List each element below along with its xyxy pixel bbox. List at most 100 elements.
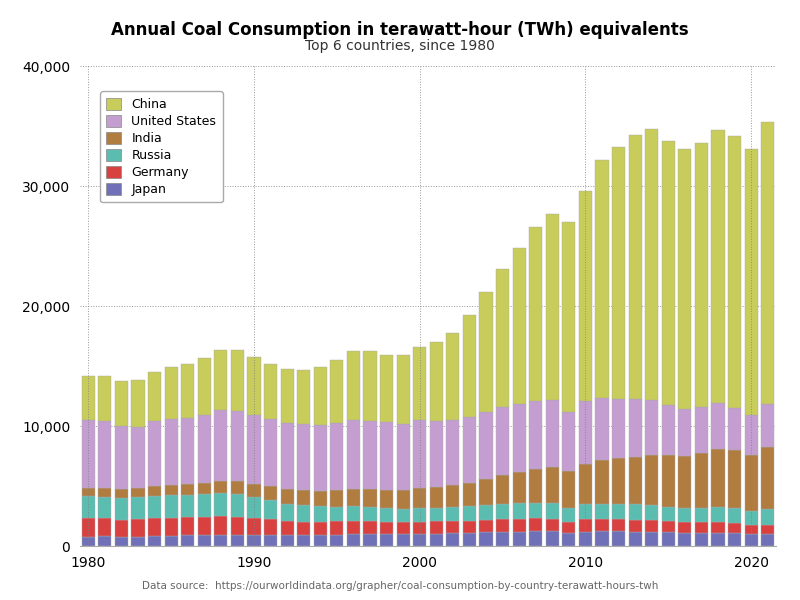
Bar [462,482,476,506]
Bar [397,509,410,522]
Bar [413,347,426,420]
Bar [230,350,244,411]
Bar [430,487,443,508]
Bar [529,227,542,401]
Bar [165,536,178,546]
Bar [711,522,725,533]
Bar [264,520,277,535]
Bar [662,141,675,405]
Bar [264,486,277,500]
Bar [363,534,377,546]
Bar [281,521,294,535]
Bar [413,420,426,488]
Bar [694,508,708,522]
Bar [380,535,393,546]
Bar [314,491,327,506]
Bar [462,521,476,533]
Bar [363,521,377,534]
Bar [181,495,194,517]
Bar [247,535,261,546]
Bar [662,405,675,455]
Bar [728,523,741,533]
Bar [645,532,658,546]
Bar [578,401,592,464]
Bar [662,532,675,546]
Bar [131,497,145,519]
Bar [198,517,211,535]
Bar [678,508,691,523]
Bar [513,472,526,503]
Bar [413,522,426,534]
Bar [562,412,575,470]
Bar [595,531,609,546]
Bar [645,400,658,455]
Bar [247,484,261,497]
Bar [297,490,310,505]
Bar [247,356,261,415]
Bar [595,519,609,531]
Bar [314,521,327,535]
Bar [496,475,509,504]
Bar [247,415,261,484]
Bar [98,497,111,518]
Bar [479,505,493,520]
Bar [198,358,211,415]
Bar [761,509,774,525]
Bar [181,484,194,495]
Bar [562,470,575,508]
Bar [82,376,95,419]
Bar [397,424,410,490]
Bar [230,411,244,481]
Bar [678,533,691,546]
Bar [230,535,244,546]
Bar [430,508,443,521]
Bar [578,464,592,504]
Bar [281,369,294,423]
Bar [98,518,111,536]
Text: Top 6 countries, since 1980: Top 6 countries, since 1980 [305,39,495,53]
Bar [148,536,161,546]
Bar [380,522,393,535]
Bar [711,449,725,507]
Bar [595,503,609,519]
Bar [314,425,327,491]
Bar [694,407,708,453]
Bar [181,418,194,484]
Bar [330,535,343,546]
Bar [629,457,642,505]
Bar [297,521,310,535]
Bar [181,517,194,535]
Bar [346,490,360,506]
Bar [346,521,360,535]
Bar [297,505,310,521]
Bar [264,500,277,520]
Bar [214,410,227,481]
Bar [513,532,526,546]
Bar [678,409,691,456]
Bar [761,404,774,447]
Bar [131,519,145,536]
Bar [114,488,128,498]
Bar [513,518,526,532]
Bar [546,467,559,503]
Bar [114,381,128,426]
Bar [446,333,459,421]
Bar [612,148,625,400]
Bar [529,401,542,469]
Bar [148,372,161,421]
Bar [214,493,227,516]
Bar [546,503,559,519]
Bar [230,517,244,535]
Bar [181,364,194,418]
Bar [114,520,128,537]
Bar [694,522,708,533]
Bar [711,403,725,449]
Bar [98,421,111,488]
Bar [728,136,741,407]
Bar [430,533,443,546]
Bar [114,426,128,488]
Bar [297,535,310,546]
Bar [380,422,393,490]
Text: Data source:  https://ourworldindata.org/grapher/coal-consumption-by-country-ter: Data source: https://ourworldindata.org/… [142,581,658,591]
Bar [446,508,459,521]
